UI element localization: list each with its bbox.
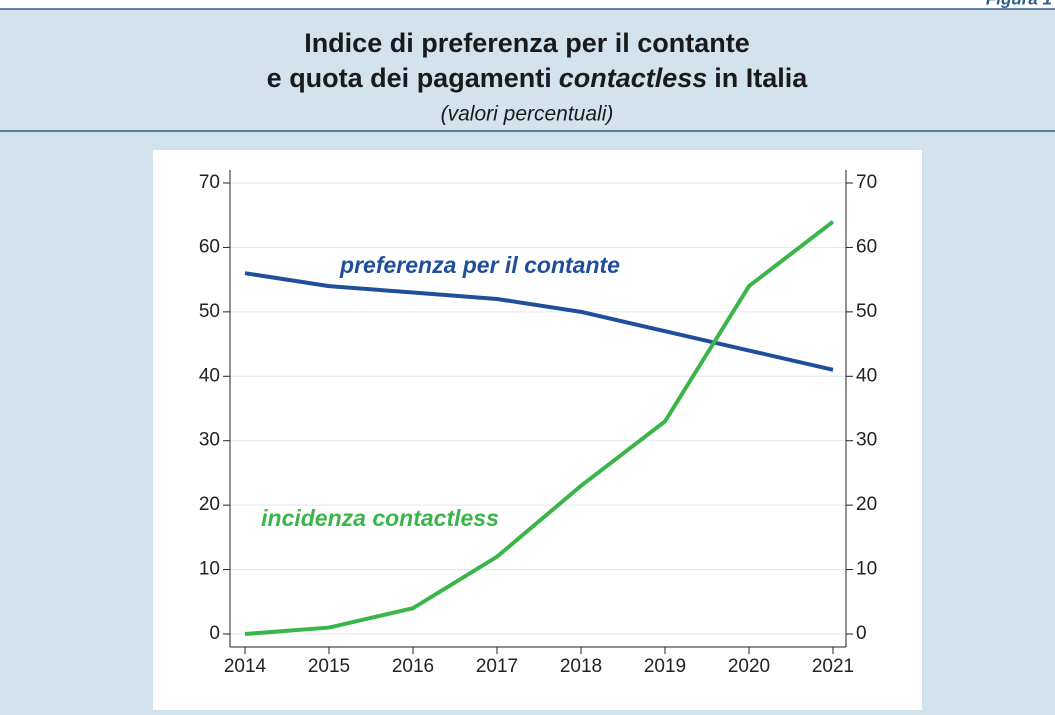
y-tick-label: 70 bbox=[199, 172, 220, 193]
y-tick-label: 60 bbox=[199, 236, 220, 257]
series-line bbox=[244, 271, 834, 372]
plot: 0 10 20 30 40 50 60 70 0 10 20 30 40 50 60 70 2014 2015 20… bbox=[199, 170, 877, 677]
x-tick-label: 2016 bbox=[392, 656, 434, 677]
x-tick-label: 2015 bbox=[308, 656, 350, 677]
y2-tick-label: 10 bbox=[856, 559, 877, 580]
y2-tick-label: 40 bbox=[856, 365, 877, 386]
chart-subtitle: (valori percentuali) bbox=[441, 103, 614, 126]
y2-tick-label: 0 bbox=[856, 623, 867, 644]
y2-tick-label: 70 bbox=[856, 172, 877, 193]
y2-tick-label: 60 bbox=[856, 236, 877, 257]
x-tick-label: 2021 bbox=[812, 656, 854, 677]
y-tick-label: 10 bbox=[199, 559, 220, 580]
series-label: incidenza contactless bbox=[261, 505, 499, 531]
title-part: in Italia bbox=[714, 63, 808, 93]
x-tick-label: 2020 bbox=[728, 656, 770, 677]
chart-title: Indice di preferenza per il contante bbox=[304, 28, 750, 58]
x-tick-label: 2017 bbox=[476, 656, 518, 677]
title-part: e quota dei pagamenti bbox=[267, 63, 552, 93]
y2-tick-label: 30 bbox=[856, 430, 877, 451]
figure-label: Figura 1 bbox=[986, 0, 1052, 8]
plot-background bbox=[153, 150, 922, 710]
y-tick-label: 30 bbox=[199, 430, 220, 451]
y-tick-label: 50 bbox=[199, 301, 220, 322]
x-tick-label: 2019 bbox=[644, 656, 686, 677]
series-label: preferenza per il contante bbox=[339, 252, 620, 278]
y2-tick-label: 20 bbox=[856, 494, 877, 515]
x-tick-label: 2018 bbox=[560, 656, 602, 677]
chart-title: e quota dei pagamenti contactless in Itali… bbox=[267, 63, 809, 93]
x-tick-label: 2014 bbox=[224, 656, 267, 677]
y2-tick-label: 50 bbox=[856, 301, 877, 322]
title-part: contactless bbox=[559, 63, 708, 93]
y-tick-label: 20 bbox=[199, 494, 220, 515]
y-tick-label: 40 bbox=[199, 365, 220, 386]
series-line bbox=[244, 220, 835, 636]
y-tick-label: 0 bbox=[209, 623, 220, 644]
